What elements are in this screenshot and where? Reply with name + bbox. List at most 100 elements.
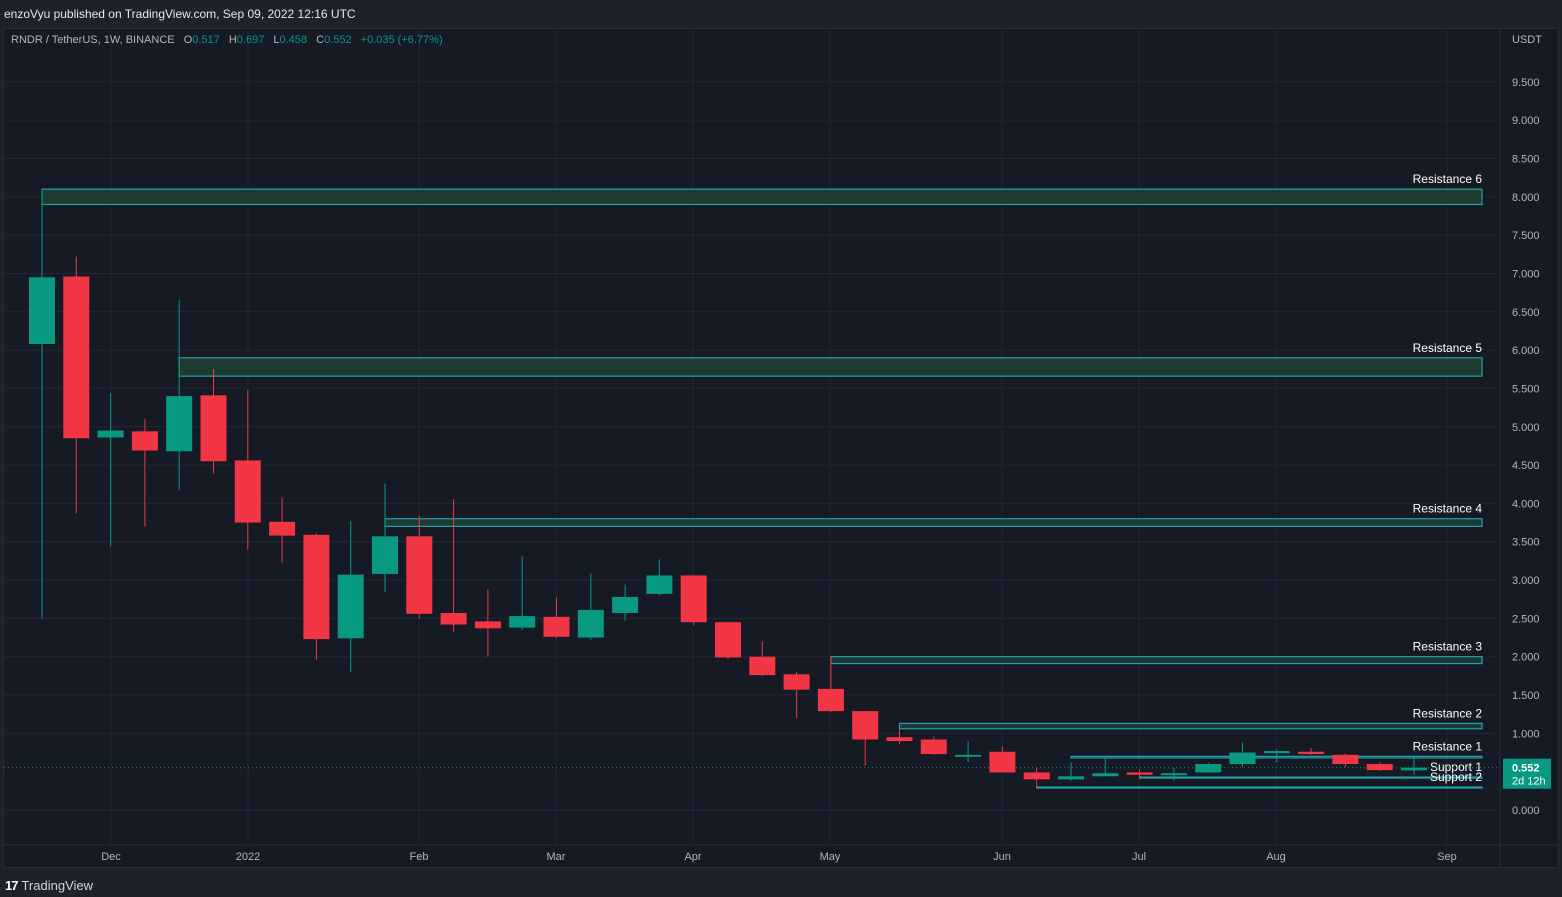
time-tick-label: Jun: [993, 851, 1011, 863]
price-tick-label: 9.500: [1512, 77, 1540, 89]
candle-body[interactable]: [200, 395, 227, 462]
candle-body[interactable]: [989, 751, 1016, 773]
candle-body[interactable]: [1229, 752, 1256, 765]
price-tick-label: 5.000: [1512, 422, 1540, 434]
price-tick-label: 2.500: [1512, 613, 1540, 625]
price-tick-label: 0.000: [1512, 805, 1540, 817]
candle-body[interactable]: [269, 521, 296, 536]
candle-body[interactable]: [63, 276, 90, 439]
tradingview-logo-icon: 17: [5, 878, 19, 893]
zone-label: Resistance 4: [1413, 502, 1483, 516]
price-tick-label: 4.000: [1512, 498, 1540, 510]
zone-resistance-6[interactable]: [41, 188, 1483, 206]
candle-body[interactable]: [920, 739, 947, 755]
zone-resistance-4[interactable]: [384, 518, 1483, 527]
candle-body[interactable]: [337, 574, 364, 639]
candle-body[interactable]: [612, 596, 639, 614]
candle-body[interactable]: [440, 613, 467, 625]
low-value: 0.458: [279, 34, 308, 46]
candle-body[interactable]: [29, 277, 55, 344]
price-tick-label: 1.000: [1512, 728, 1540, 740]
candle-body[interactable]: [509, 616, 536, 628]
symbol-legend: RNDR / TetherUS, 1W, BINANCE O0.517 H0.6…: [11, 34, 443, 46]
candle-body[interactable]: [1263, 750, 1290, 754]
publisher-caption: enzoVyu published on TradingView.com, Se…: [4, 7, 356, 21]
candle-body[interactable]: [372, 536, 398, 574]
candle-body[interactable]: [131, 431, 158, 451]
zone-resistance-5[interactable]: [178, 357, 1483, 377]
time-tick-label: Jul: [1132, 851, 1146, 863]
candle-body[interactable]: [1023, 772, 1050, 780]
bar-countdown: 2d 12h: [1512, 776, 1546, 788]
change-value: +0.035 (+6.77%): [360, 34, 443, 46]
price-tick-label: 4.500: [1512, 460, 1540, 472]
zone-support-2[interactable]: [1036, 786, 1483, 789]
zone-label: Resistance 5: [1413, 341, 1483, 355]
candle-body[interactable]: [1332, 754, 1359, 765]
candle-body[interactable]: [1195, 764, 1222, 773]
candle-body[interactable]: [749, 656, 776, 676]
time-tick-label: Mar: [547, 851, 566, 863]
brand-name: TradingView: [21, 878, 94, 893]
candle-body[interactable]: [1160, 773, 1187, 776]
candle-body[interactable]: [577, 609, 604, 638]
candle-body[interactable]: [817, 688, 844, 712]
time-tick-label: Apr: [684, 851, 701, 863]
candle-body[interactable]: [303, 534, 330, 640]
candle-body[interactable]: [783, 674, 810, 690]
time-tick-label: Aug: [1266, 851, 1286, 863]
currency-label: USDT: [1512, 34, 1542, 46]
time-tick-label: Sep: [1437, 851, 1457, 863]
candle-body[interactable]: [1298, 751, 1325, 755]
candle-body[interactable]: [97, 430, 124, 438]
zone-label: Resistance 6: [1413, 172, 1483, 186]
zone-resistance-2[interactable]: [898, 722, 1483, 730]
zone-label: Resistance 1: [1413, 739, 1483, 753]
time-tick-label: Dec: [101, 851, 121, 863]
time-tick-label: 2022: [236, 851, 260, 863]
candle-body[interactable]: [715, 622, 741, 658]
price-tick-label: 7.500: [1512, 230, 1540, 242]
candle-body[interactable]: [852, 711, 879, 740]
last-price-value: 0.552: [1512, 763, 1540, 775]
open-value: 0.517: [192, 34, 220, 46]
zone-label: Support 2: [1430, 770, 1482, 784]
candle-body[interactable]: [474, 621, 501, 629]
candle-body[interactable]: [406, 536, 433, 614]
candle-body[interactable]: [886, 737, 913, 742]
candle-body[interactable]: [543, 616, 570, 637]
candle-body[interactable]: [1401, 767, 1427, 771]
price-tick-label: 6.000: [1512, 345, 1540, 357]
time-tick-label: Feb: [410, 851, 429, 863]
zone-label: Resistance 2: [1413, 706, 1483, 720]
close-value: 0.552: [324, 34, 352, 46]
candle-body[interactable]: [1126, 772, 1153, 775]
zone-resistance-3[interactable]: [830, 656, 1483, 665]
high-value: 0.697: [236, 34, 265, 46]
price-tick-label: 1.500: [1512, 690, 1540, 702]
candle-body[interactable]: [1092, 773, 1119, 777]
candle-body[interactable]: [680, 575, 707, 623]
zone-label: Resistance 3: [1413, 640, 1483, 654]
candle-body[interactable]: [1058, 776, 1084, 780]
price-tick-label: 8.000: [1512, 192, 1540, 204]
price-tick-label: 5.500: [1512, 383, 1540, 395]
price-tick-label: 8.500: [1512, 153, 1540, 165]
candle-body[interactable]: [646, 575, 673, 594]
last-price-tag: [1503, 758, 1551, 789]
candle-body[interactable]: [234, 460, 261, 523]
candle-body[interactable]: [1366, 764, 1393, 771]
symbol-name: RNDR / TetherUS, 1W, BINANCE: [11, 34, 175, 46]
zone-label: Support 1: [1430, 760, 1482, 774]
price-tick-label: 2.000: [1512, 652, 1540, 664]
price-tick-label: 9.000: [1512, 115, 1540, 127]
candle-body[interactable]: [955, 754, 982, 757]
price-tick-label: 3.000: [1512, 575, 1540, 587]
price-tick-label: 3.500: [1512, 537, 1540, 549]
candle-body[interactable]: [166, 396, 193, 452]
tradingview-footer[interactable]: 17 TradingView: [5, 878, 93, 893]
time-tick-label: May: [820, 851, 841, 863]
price-tick-label: 7.000: [1512, 268, 1540, 280]
price-tick-label: 6.500: [1512, 307, 1540, 319]
